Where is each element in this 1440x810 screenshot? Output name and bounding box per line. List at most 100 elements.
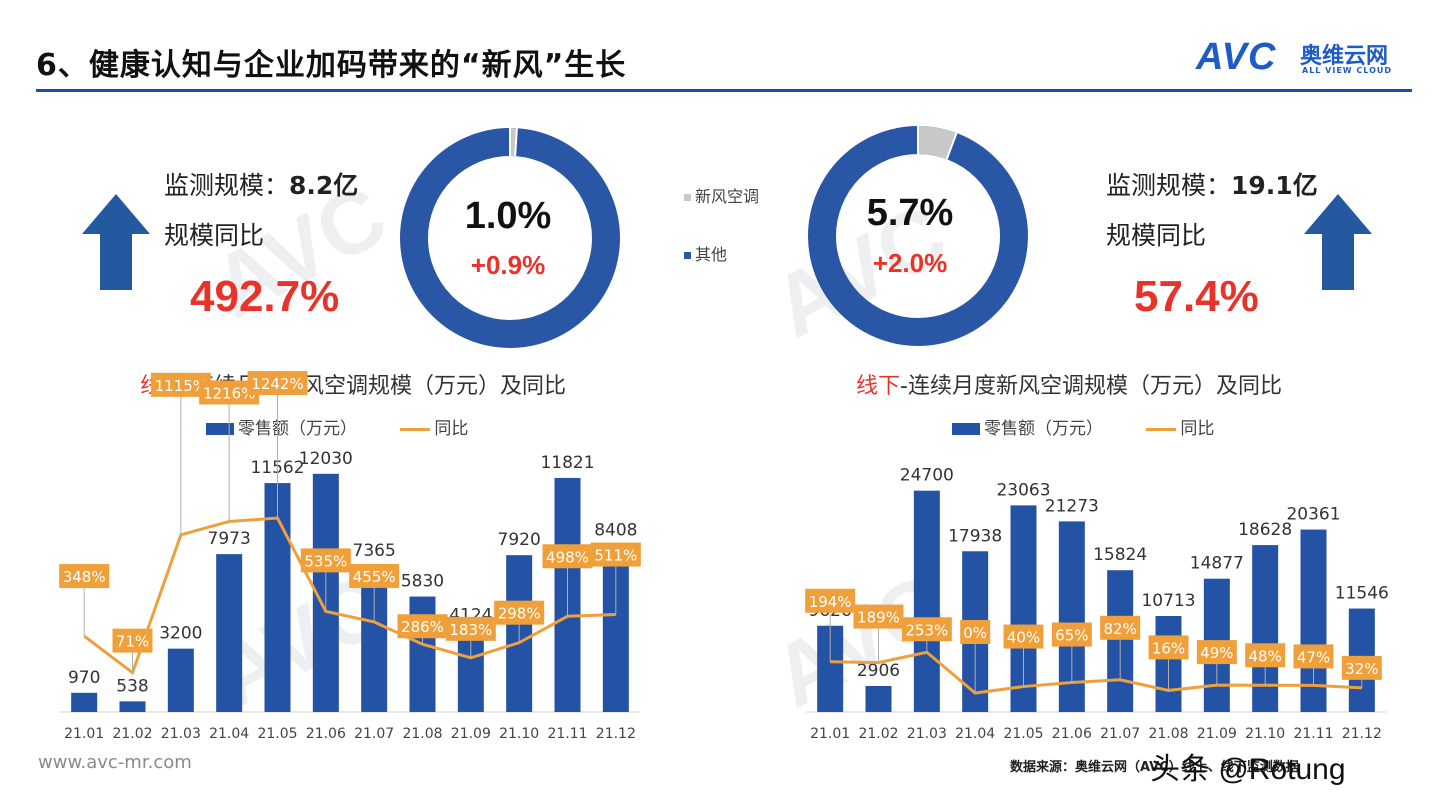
yoy-label-box — [960, 620, 991, 644]
yoy-label-box — [349, 563, 400, 588]
yoy-label-box — [397, 614, 448, 639]
online-monthly-chart: 97021.0153821.02320021.03797321.04115622… — [59, 371, 641, 742]
bar — [71, 692, 98, 712]
x-tick-label: 21.11 — [547, 726, 587, 742]
x-tick-label: 21.06 — [306, 726, 346, 742]
x-tick-label: 21.08 — [402, 726, 442, 742]
x-tick-label: 21.10 — [1245, 726, 1285, 742]
offline-share-donut — [808, 126, 1028, 346]
online-share-value: 1.0% — [464, 195, 552, 237]
yoy-label-box — [300, 548, 351, 573]
bar-value-label: 20361 — [1286, 505, 1340, 525]
offline-share-value: 5.7% — [866, 192, 954, 234]
legend-swatch-fresh — [684, 194, 691, 201]
offline-monthly-chart: 962621.01290621.022470021.031793821.0423… — [805, 466, 1389, 742]
offline-slice-other — [808, 126, 1028, 346]
bar-value-label: 7920 — [498, 530, 541, 550]
bar — [409, 596, 436, 712]
yoy-data-label: 455% — [353, 568, 396, 586]
x-tick-label: 21.12 — [596, 726, 636, 742]
yoy-line — [830, 650, 1362, 695]
avc-logo: AVC 奥维云网 ALL VIEW CLOUD — [1196, 36, 1416, 80]
bar-value-label: 8408 — [594, 521, 637, 541]
logo-mark: AVC — [1196, 36, 1277, 78]
yoy-label-box — [494, 600, 545, 625]
yoy-data-label: 1115% — [155, 377, 207, 395]
yoy-data-label: 253% — [905, 621, 948, 639]
legend-line-swatch — [1146, 427, 1177, 431]
x-tick-label: 21.03 — [907, 726, 947, 742]
legend-bar-swatch — [952, 423, 980, 435]
yoy-label-box — [1100, 615, 1141, 640]
yoy-data-label: 194% — [809, 593, 852, 611]
bar — [913, 490, 940, 712]
bar-value-label: 24700 — [900, 466, 954, 486]
yoy-data-label: 189% — [857, 609, 900, 627]
yoy-label-box — [1148, 635, 1189, 660]
yoy-data-label: 1242% — [251, 375, 303, 393]
yoy-data-label: 0% — [963, 624, 987, 642]
bar-value-label: 11546 — [1335, 584, 1389, 604]
yoy-line — [83, 516, 616, 676]
yoy-data-label: 535% — [304, 552, 347, 570]
bar-value-label: 3200 — [159, 624, 202, 644]
bar-value-label: 17938 — [948, 526, 1002, 546]
bar — [167, 648, 194, 712]
yoy-label-box — [805, 588, 856, 613]
bar-value-label: 2906 — [857, 661, 900, 681]
yoy-data-label: 49% — [1200, 644, 1233, 662]
author-watermark: 头条 @Rotung — [1150, 753, 1346, 786]
yoy-data-label: 1216% — [203, 384, 255, 402]
yoy-data-label: 65% — [1055, 627, 1088, 645]
offline-chart-title: 线下-连续月度新风空调规模（万元）及同比 — [856, 374, 1282, 399]
yoy-data-label: 348% — [63, 568, 106, 586]
logo-cn-text: 奥维云网 — [1300, 44, 1389, 69]
online-share-donut — [400, 128, 620, 348]
yoy-data-label: 498% — [546, 548, 589, 566]
x-tick-label: 21.11 — [1293, 726, 1333, 742]
legend-swatch-other — [684, 252, 691, 259]
x-tick-label: 21.09 — [451, 726, 491, 742]
yoy-label-box — [590, 542, 641, 567]
donut-legend-other: 其他 — [684, 241, 727, 265]
legend-line-swatch — [400, 427, 431, 431]
x-tick-label: 21.04 — [955, 726, 995, 742]
yoy-label-box — [1051, 622, 1092, 647]
yoy-data-label: 48% — [1248, 647, 1281, 665]
bar-value-label: 12030 — [299, 449, 353, 469]
bar-value-label: 11821 — [540, 453, 594, 473]
bar-value-label: 538 — [116, 676, 148, 696]
bar-value-label: 18628 — [1238, 520, 1292, 540]
bar — [1252, 545, 1279, 712]
offline-scale-label: 监测规模：19.1亿 — [1106, 171, 1318, 200]
yoy-data-label: 40% — [1007, 629, 1040, 647]
bar-value-label: 23063 — [996, 480, 1050, 500]
data-source: 数据来源：奥维云网（AVC）线上、线下监测数据 — [1010, 760, 1299, 775]
offline-yoy-label: 规模同比 — [1106, 221, 1207, 250]
x-tick-label: 21.04 — [209, 726, 249, 742]
x-tick-label: 21.01 — [64, 726, 104, 742]
x-tick-label: 21.08 — [1148, 726, 1188, 742]
offline-chart-legend: 零售额（万元） 同比 — [952, 414, 1214, 439]
yoy-label-box — [1293, 644, 1334, 669]
yoy-data-label: 47% — [1297, 648, 1330, 666]
x-tick-label: 21.07 — [354, 726, 394, 742]
bar-value-label: 7365 — [353, 541, 396, 561]
yoy-data-label: 71% — [116, 633, 149, 651]
yoy-data-label: 82% — [1103, 620, 1136, 638]
offline-slice-fresh — [917, 126, 957, 160]
bar — [865, 685, 892, 712]
bar-value-label: 7973 — [208, 529, 251, 549]
page-title: 6、健康认知与企业加码带来的“新风”生长 — [36, 48, 627, 83]
online-scale-label: 监测规模：8.2亿 — [164, 171, 359, 200]
yoy-data-label: 511% — [594, 547, 637, 565]
x-tick-label: 21.05 — [1003, 726, 1043, 742]
yoy-label-box — [901, 617, 952, 642]
x-tick-label: 21.02 — [112, 726, 152, 742]
donut-legend-fresh: 新风空调 — [684, 183, 759, 207]
online-slice-divider — [514, 128, 518, 157]
bar-value-label: 15824 — [1093, 545, 1147, 565]
up-arrow-icon — [1304, 194, 1372, 290]
bar-value-label: 10713 — [1141, 591, 1195, 611]
bar — [216, 554, 243, 712]
